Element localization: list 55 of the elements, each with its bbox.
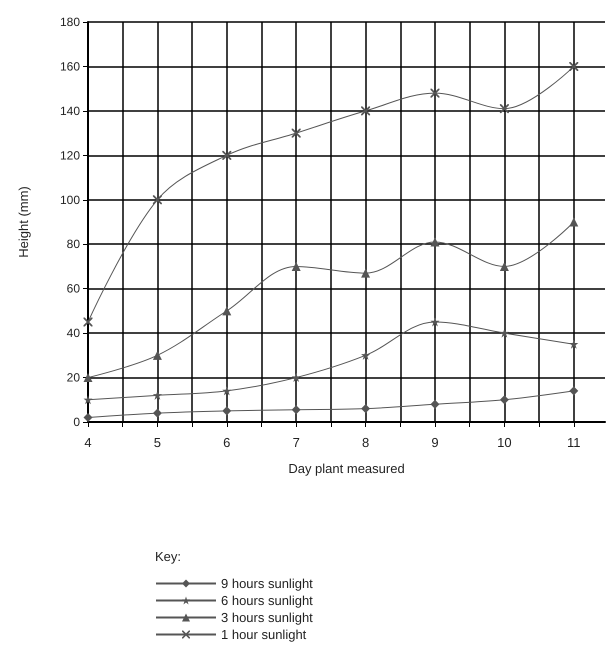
- legend-label: 9 hours sunlight: [221, 576, 314, 591]
- point: [222, 150, 232, 160]
- x-tick-label: 11: [567, 435, 581, 450]
- point: [500, 262, 509, 271]
- y-tick-label: 80: [66, 237, 80, 252]
- legend-label: 6 hours sunlight: [221, 593, 314, 608]
- point: [430, 318, 440, 326]
- point: [152, 195, 162, 204]
- point: [292, 262, 301, 271]
- point: [222, 386, 232, 396]
- point: [361, 350, 370, 360]
- x-tick-label: 7: [292, 435, 300, 450]
- y-axis-title: Height (mm): [16, 186, 31, 258]
- y-tick-label: 40: [66, 326, 80, 340]
- point: [569, 340, 578, 349]
- point: [500, 328, 509, 338]
- x-tick-label: 10: [497, 435, 512, 450]
- point: [500, 104, 509, 114]
- point: [361, 404, 370, 414]
- point: [84, 318, 92, 326]
- point: [152, 408, 162, 418]
- x-tick-label: 5: [154, 435, 162, 450]
- y-tick-label: 20: [66, 370, 80, 385]
- y-tick-label: 60: [66, 282, 80, 296]
- point: [84, 395, 92, 404]
- point: [361, 268, 370, 278]
- x-tick-label: 4: [84, 435, 92, 450]
- y-tick-label: 180: [60, 15, 80, 29]
- point: [222, 306, 232, 316]
- point: [430, 88, 440, 98]
- x-axis-title: Day plant measured: [288, 461, 405, 476]
- point: [569, 62, 578, 71]
- legend-title: Key:: [155, 549, 182, 564]
- x-tick-label: 9: [431, 435, 439, 450]
- point: [569, 386, 578, 396]
- x-tick-label: 6: [223, 435, 230, 450]
- point: [430, 238, 440, 246]
- point: [430, 400, 440, 409]
- point: [292, 373, 301, 382]
- legend-label: 3 hours sunlight: [221, 610, 314, 625]
- y-tick-label: 160: [60, 59, 80, 74]
- point: [152, 350, 162, 360]
- point: [152, 390, 162, 400]
- point: [292, 405, 301, 414]
- legend-label: 1 hour sunlight: [221, 627, 307, 642]
- point: [569, 218, 578, 226]
- y-tick-label: 120: [60, 148, 80, 162]
- y-tick-label: 0: [73, 415, 80, 429]
- point: [500, 395, 509, 404]
- y-tick-label: 100: [60, 192, 80, 207]
- y-tick-label: 140: [60, 104, 80, 118]
- point: [361, 106, 370, 116]
- point: [292, 128, 301, 138]
- point: [222, 406, 232, 416]
- x-tick-label: 8: [362, 435, 370, 450]
